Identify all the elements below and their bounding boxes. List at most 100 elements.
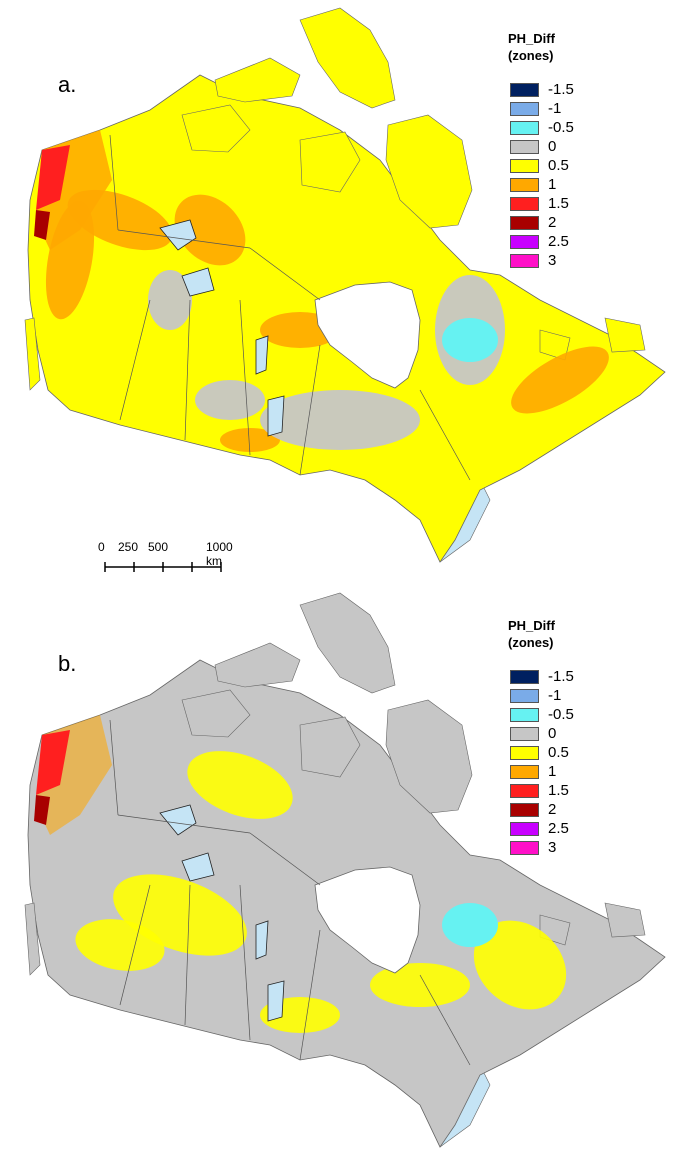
scale-label-500: 500 <box>148 540 169 554</box>
province-boundary <box>249 832 321 886</box>
canada-map-a <box>24 7 666 563</box>
legend-swatch <box>510 253 539 268</box>
legend-value: 1.5 <box>548 195 569 212</box>
hudson-bay <box>314 281 421 389</box>
zone-patch <box>36 730 70 795</box>
legend-swatch <box>510 726 539 741</box>
legend-value: 1 <box>548 763 557 780</box>
legend-value: 2.5 <box>548 820 569 837</box>
zone-patch <box>187 751 293 819</box>
legend-value: -0.5 <box>548 119 574 136</box>
legend-item: 1.5 <box>508 194 574 213</box>
lake <box>181 267 215 297</box>
legend-swatch <box>510 82 539 97</box>
legend-item: 2.5 <box>508 819 574 838</box>
legend-swatch <box>510 802 539 817</box>
zone-patch <box>195 380 265 420</box>
island <box>604 902 646 938</box>
legend-swatch <box>510 745 539 760</box>
province-boundary <box>184 884 191 1026</box>
province-boundary <box>299 929 321 1061</box>
map-panel-b: b. PH_Diff (zones) -1.5 -1 -0.5 0 0.5 1 1.5 2 2.… <box>0 585 685 1170</box>
zone-patch <box>220 428 280 452</box>
province-boundary <box>117 814 251 834</box>
island <box>299 7 396 109</box>
legend-item: 0.5 <box>508 743 574 762</box>
lake <box>159 804 197 836</box>
legend-swatch <box>510 139 539 154</box>
legend-swatch <box>510 158 539 173</box>
legend-value: -0.5 <box>548 706 574 723</box>
legend-item: 2.5 <box>508 232 574 251</box>
zone-patch <box>442 318 498 362</box>
legend-item: 0.5 <box>508 156 574 175</box>
legend-value: 3 <box>548 252 557 269</box>
legend-item: 0 <box>508 137 574 156</box>
zone-patch <box>473 920 567 1010</box>
province-boundary <box>249 247 321 301</box>
panel-label: a. <box>58 72 77 97</box>
legend-value: 1.5 <box>548 782 569 799</box>
lake <box>159 219 197 251</box>
legend-value: 2 <box>548 801 557 818</box>
zone-patch <box>511 346 609 414</box>
lake <box>181 852 215 882</box>
zone-patch <box>174 194 246 266</box>
legend-swatch <box>510 120 539 135</box>
legend-item: -1 <box>508 99 574 118</box>
legend-item: 3 <box>508 838 574 857</box>
legend-item: 2 <box>508 800 574 819</box>
legend-swatch <box>510 101 539 116</box>
lake <box>267 395 285 437</box>
legend-title: PH_Diff <box>508 618 555 633</box>
legend-swatch <box>510 688 539 703</box>
legend-value: -1 <box>548 687 562 704</box>
province-boundary <box>119 884 151 1006</box>
legend-value: 3 <box>548 839 557 856</box>
legend-swatch <box>510 234 539 249</box>
legend-swatch <box>510 196 539 211</box>
scale-label-0: 0 <box>98 540 105 554</box>
legend-swatch <box>510 783 539 798</box>
zone-patch <box>34 210 50 240</box>
island <box>385 114 473 229</box>
island <box>604 317 646 353</box>
zone-patch <box>442 903 498 947</box>
legend-subtitle: (zones) <box>508 635 554 650</box>
legend-item: 1.5 <box>508 781 574 800</box>
legend-swatch <box>510 177 539 192</box>
canada-map-b <box>24 592 666 1148</box>
legend-item: 0 <box>508 724 574 743</box>
legend-value: 0.5 <box>548 157 569 174</box>
legend-item: -1.5 <box>508 667 574 686</box>
province-boundary <box>119 299 151 421</box>
province-boundary <box>419 389 471 481</box>
legend-swatch <box>510 215 539 230</box>
legend-item: -1.5 <box>508 80 574 99</box>
legend-item: -0.5 <box>508 705 574 724</box>
island <box>181 689 251 738</box>
legend-swatch <box>510 669 539 684</box>
province-boundary <box>419 974 471 1066</box>
legend-value: 2.5 <box>548 233 569 250</box>
province-boundary <box>184 299 191 441</box>
zone-patch <box>75 919 165 971</box>
lake <box>267 980 285 1022</box>
legend-item: -0.5 <box>508 118 574 137</box>
legend-value: 1 <box>548 176 557 193</box>
island <box>24 317 41 391</box>
zone-patch <box>260 390 420 450</box>
lake <box>255 335 269 375</box>
legend-swatch <box>510 840 539 855</box>
legend-item: 3 <box>508 251 574 270</box>
scale-bar: 0 250 500 1000 km <box>98 540 238 576</box>
legend-value: 0.5 <box>548 744 569 761</box>
legend-item: 2 <box>508 213 574 232</box>
legend-value: 2 <box>548 214 557 231</box>
legend-value: -1.5 <box>548 668 574 685</box>
legend-swatch <box>510 821 539 836</box>
legend: PH_Diff (zones) -1.5 -1 -0.5 0 0.5 1 1.5 2 2.5 3 <box>508 30 574 270</box>
lake <box>255 920 269 960</box>
province-boundary <box>239 299 251 456</box>
zone-patch <box>36 145 70 210</box>
